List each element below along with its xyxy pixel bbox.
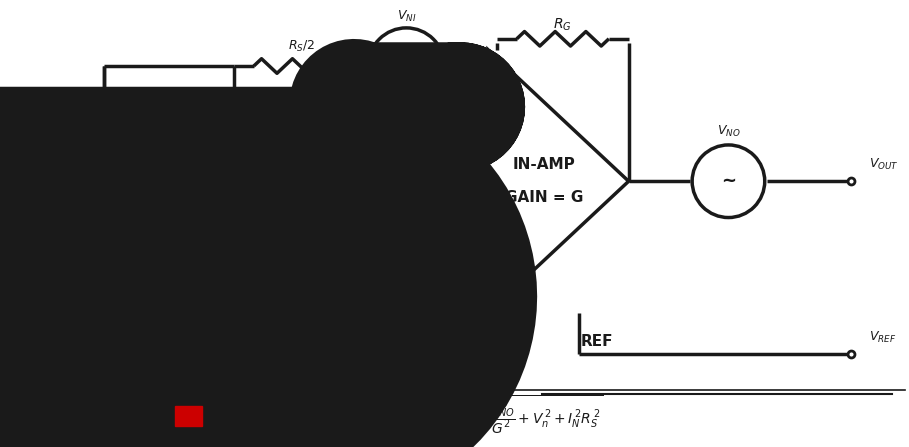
Text: $\sqrt{\dfrac{V_{NO}^{\,2}}{G^2}+V_n^{\,2}+I_N^{\,2}R_S^{\,2}}$: $\sqrt{\dfrac{V_{NO}^{\,2}}{G^2}+V_n^{\,… bbox=[474, 393, 604, 435]
Text: ~: ~ bbox=[399, 57, 414, 75]
Text: $I_{N+}$: $I_{N+}$ bbox=[466, 115, 486, 130]
Text: REF: REF bbox=[581, 334, 614, 350]
Text: 2: 2 bbox=[288, 275, 298, 289]
Text: −: − bbox=[496, 283, 513, 302]
Text: $V_{REF}$: $V_{REF}$ bbox=[869, 330, 896, 345]
Text: $V_{NI}$: $V_{NI}$ bbox=[396, 8, 416, 24]
Text: $V_{CM}$: $V_{CM}$ bbox=[135, 314, 160, 329]
Text: IN-AMP: IN-AMP bbox=[513, 157, 575, 173]
Text: $\sqrt{BW}$: $\sqrt{BW}$ bbox=[397, 408, 434, 426]
Bar bbox=[175, 406, 202, 426]
Text: $\bullet$: $\bullet$ bbox=[447, 410, 455, 424]
Text: ~: ~ bbox=[226, 257, 242, 274]
Text: $V_{NO}$: $V_{NO}$ bbox=[716, 124, 740, 139]
Text: ~: ~ bbox=[721, 172, 736, 190]
Text: +: + bbox=[497, 63, 512, 81]
Text: $V_{OUT}$: $V_{OUT}$ bbox=[869, 157, 899, 173]
Text: $R_G$: $R_G$ bbox=[553, 17, 572, 34]
Text: IF   $I_{N+}$ = $I_{N-}$: IF $I_{N+}$ = $I_{N-}$ bbox=[311, 366, 407, 383]
Text: 2: 2 bbox=[288, 154, 298, 168]
Text: ~: ~ bbox=[226, 136, 242, 154]
Text: GAIN = G: GAIN = G bbox=[505, 190, 584, 205]
Text: $R_S/2$: $R_S/2$ bbox=[287, 38, 315, 54]
Text: $V_{SIG}$: $V_{SIG}$ bbox=[279, 128, 306, 144]
Text: $V_{SIG}$: $V_{SIG}$ bbox=[279, 249, 306, 265]
Text: NOISE (RTI)  =: NOISE (RTI) = bbox=[215, 411, 316, 424]
Text: $R_S/2$: $R_S/2$ bbox=[347, 334, 375, 350]
Text: $I_{N-}$: $I_{N-}$ bbox=[342, 304, 362, 319]
